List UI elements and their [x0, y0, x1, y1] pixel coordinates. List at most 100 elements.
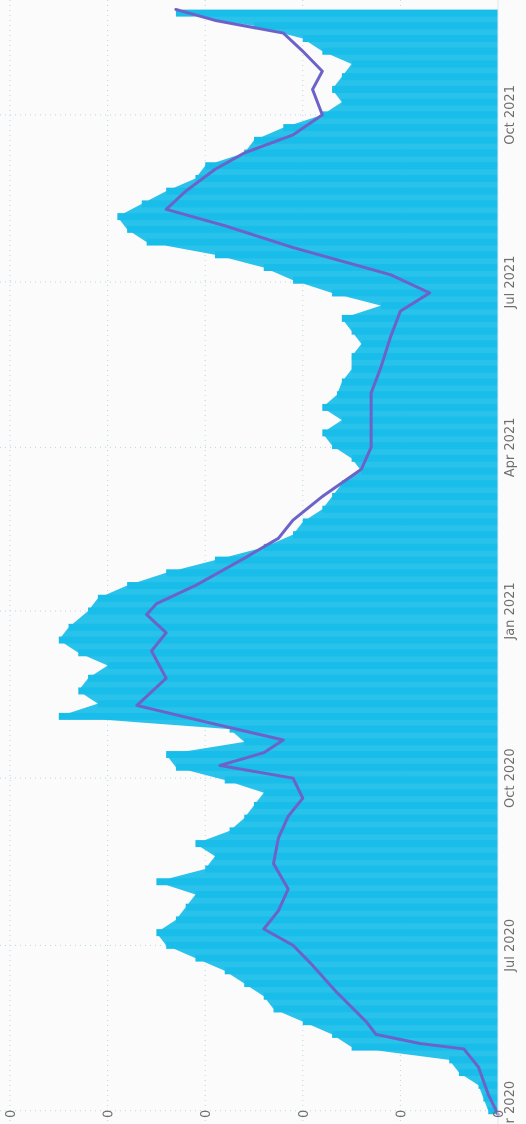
y-tick-label: 0	[492, 1110, 507, 1118]
bar	[341, 416, 498, 424]
bar	[107, 661, 498, 669]
x-tick-label: Oct 2020	[503, 748, 518, 808]
bar	[322, 429, 498, 437]
bar	[361, 467, 498, 475]
bar	[88, 674, 498, 682]
bar	[166, 751, 498, 759]
bar	[263, 543, 498, 551]
bar	[361, 340, 498, 348]
bar	[156, 929, 498, 937]
bar	[302, 518, 498, 526]
bar	[336, 391, 498, 399]
bar	[341, 378, 498, 386]
x-tick-label: Apr 2021	[503, 418, 518, 478]
bar	[351, 60, 498, 68]
bar	[185, 903, 498, 911]
bar	[88, 607, 498, 615]
bar	[97, 700, 498, 708]
moving-average-line	[135, 7, 500, 1116]
bar	[351, 327, 498, 335]
bar	[205, 865, 498, 873]
bar	[214, 556, 498, 564]
bar	[263, 992, 498, 1000]
bar	[175, 916, 499, 924]
bar	[195, 174, 498, 182]
bar	[254, 136, 498, 144]
bar	[332, 492, 498, 500]
bar	[458, 1069, 498, 1077]
bar	[214, 251, 498, 259]
bar	[332, 85, 498, 93]
bar	[254, 801, 498, 809]
bar	[322, 505, 498, 513]
x-tick-label: Jul 2021	[503, 256, 518, 310]
bar	[332, 289, 498, 297]
bar	[302, 1018, 498, 1026]
x-tick-label: Jan 2021	[503, 582, 518, 640]
bar	[78, 649, 498, 657]
bar	[141, 200, 498, 208]
bar	[224, 776, 498, 784]
bar	[244, 149, 498, 157]
bar	[58, 712, 499, 720]
bar	[214, 852, 498, 860]
bar	[156, 878, 498, 886]
bar	[229, 827, 498, 835]
y-tick-label: 0	[199, 1110, 214, 1118]
x-tick-label: Jul 2020	[503, 919, 518, 973]
bar	[224, 967, 498, 975]
bar	[195, 890, 498, 898]
bar	[127, 582, 499, 590]
y-tick-label: 0	[394, 1110, 409, 1118]
bar	[254, 22, 498, 30]
bar	[263, 789, 498, 797]
bar	[146, 238, 498, 246]
bar	[244, 814, 498, 822]
bar	[195, 954, 498, 962]
bar	[263, 264, 498, 272]
bar	[380, 302, 498, 310]
bar	[341, 314, 498, 322]
bar	[97, 594, 498, 602]
bar	[332, 1030, 498, 1038]
bar	[175, 9, 499, 17]
bar	[302, 35, 498, 43]
bar	[78, 687, 498, 695]
bar	[322, 111, 498, 119]
bar	[293, 276, 498, 284]
bar	[341, 480, 498, 488]
bar	[244, 738, 498, 746]
bar	[322, 403, 498, 411]
bar	[166, 187, 498, 195]
bar	[332, 442, 498, 450]
bar	[488, 1107, 498, 1115]
bar	[166, 941, 498, 949]
x-tick-label: Oct 2021	[503, 85, 518, 145]
bar	[166, 569, 498, 577]
bar	[58, 636, 499, 644]
bar	[351, 1043, 498, 1051]
x-tick-label: Apr 2020	[503, 1081, 518, 1124]
bar	[117, 213, 499, 221]
bar	[195, 840, 498, 848]
bar	[205, 162, 498, 170]
bar	[341, 98, 498, 106]
bar	[351, 353, 498, 361]
bar	[283, 124, 498, 132]
bar	[244, 980, 498, 988]
bar	[478, 1081, 498, 1089]
bar	[175, 763, 499, 771]
y-tick-label: 0	[297, 1110, 312, 1118]
bar	[273, 1005, 498, 1013]
bar	[229, 725, 498, 733]
bar	[293, 531, 498, 539]
bar	[68, 623, 498, 631]
bar	[322, 47, 498, 55]
bar	[341, 73, 498, 81]
bar	[127, 225, 499, 233]
bar	[351, 454, 498, 462]
y-tick-label: 0	[4, 1110, 19, 1118]
